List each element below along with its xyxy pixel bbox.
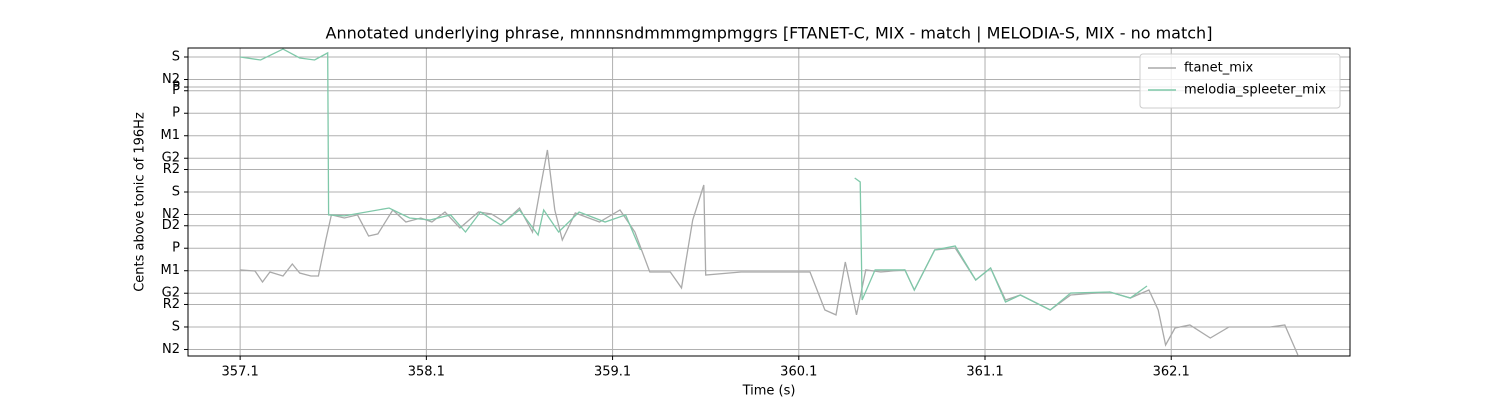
plot-frame <box>187 47 1351 357</box>
series-line <box>240 48 1148 311</box>
y-tick-label: P <box>172 83 180 98</box>
legend-label: ftanet_mix <box>1184 61 1254 76</box>
x-tick-label: 361.1 <box>966 365 1003 380</box>
y-tick-label: G2 <box>162 286 180 301</box>
y-tick-label: P <box>172 80 180 95</box>
legend-label: melodia_spleeter_mix <box>1184 83 1326 98</box>
x-tick-label: 359.1 <box>594 365 631 380</box>
y-tick-label: S <box>172 49 180 64</box>
chart-title: Annotated underlying phrase, mnnnsndmmmg… <box>326 24 1213 43</box>
y-tick-label: G2 <box>162 151 180 166</box>
y-tick-label: N2 <box>162 207 180 222</box>
y-tick-label: M1 <box>161 263 181 278</box>
x-tick-label: 358.1 <box>408 365 445 380</box>
y-axis-label: Cents above tonic of 196Hz <box>133 112 148 292</box>
y-tick-label: R2 <box>163 297 180 312</box>
y-tick-label: R2 <box>163 162 180 177</box>
y-tick-label: N2 <box>162 342 180 357</box>
x-axis-label: Time (s) <box>742 384 796 399</box>
y-tick-label: P <box>172 106 180 121</box>
y-tick-label: S <box>172 184 180 199</box>
y-tick-label: N2 <box>162 72 180 87</box>
x-tick-label: 362.1 <box>1153 365 1190 380</box>
series-line <box>240 149 1299 356</box>
x-tick-label: 357.1 <box>222 365 259 380</box>
y-tick-label: S <box>172 319 180 334</box>
y-tick-label: M1 <box>161 128 181 143</box>
y-tick-label: P <box>172 241 180 256</box>
y-tick-label: D2 <box>162 218 180 233</box>
x-tick-label: 360.1 <box>780 365 817 380</box>
legend-box <box>1139 53 1341 109</box>
